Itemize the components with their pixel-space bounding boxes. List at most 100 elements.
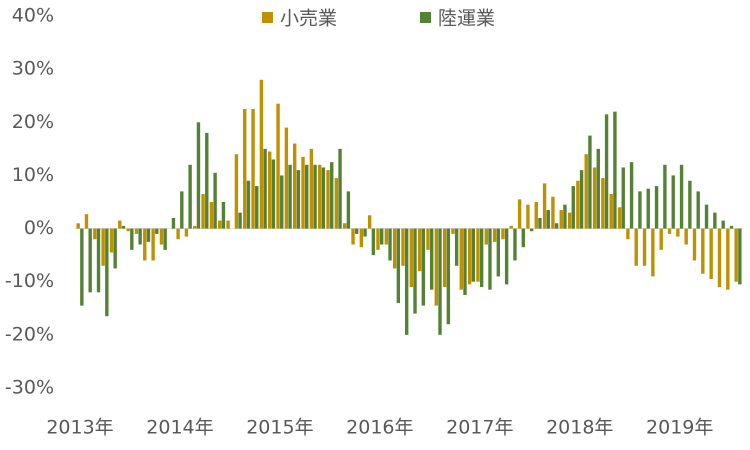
bar	[151, 228, 155, 261]
bar	[479, 228, 484, 288]
bar	[671, 175, 675, 229]
bar	[409, 228, 414, 288]
bar	[155, 228, 159, 234]
bar	[180, 191, 184, 229]
bar	[421, 228, 426, 306]
bar	[384, 228, 389, 245]
bar	[176, 228, 180, 240]
bar	[604, 114, 609, 229]
bar	[676, 228, 680, 237]
y-tick-label: -10%	[5, 270, 54, 292]
bar	[305, 164, 309, 229]
bar	[171, 217, 176, 229]
bar	[80, 228, 84, 306]
bar	[438, 228, 442, 335]
bar	[434, 228, 439, 306]
bar	[376, 228, 380, 250]
y-tick-label: 20%	[12, 111, 54, 133]
bar	[613, 111, 617, 229]
bar	[238, 212, 242, 229]
bar	[734, 228, 738, 282]
bar	[126, 228, 130, 232]
bar	[288, 164, 292, 229]
bar	[559, 209, 563, 229]
bar	[551, 196, 555, 229]
bar	[338, 148, 342, 229]
bar	[313, 164, 317, 229]
bar	[471, 228, 476, 282]
bar	[105, 228, 109, 317]
bar	[601, 178, 605, 229]
bar	[88, 228, 92, 293]
bar	[205, 132, 209, 229]
bar	[401, 228, 405, 266]
bar	[726, 228, 730, 290]
bar	[371, 228, 376, 256]
bar	[271, 159, 276, 229]
bar	[626, 228, 630, 240]
bar	[109, 228, 114, 253]
bar	[688, 180, 692, 229]
bar	[446, 228, 451, 325]
bar	[184, 228, 189, 237]
bar	[576, 180, 580, 229]
bar	[218, 220, 222, 229]
bar	[521, 228, 525, 248]
bar	[721, 220, 725, 229]
bar	[76, 223, 80, 229]
x-tick-label: 2019年	[646, 417, 713, 439]
bar	[330, 162, 334, 229]
bar	[571, 186, 575, 229]
y-tick-label: -30%	[5, 377, 54, 399]
bar	[617, 207, 622, 229]
x-tick-label: 2017年	[446, 417, 513, 439]
bar	[221, 202, 226, 229]
bar	[621, 167, 625, 229]
bar	[701, 228, 705, 274]
legend-label: 小売業	[280, 8, 337, 30]
bar	[243, 109, 247, 229]
bar	[101, 228, 105, 266]
bar	[93, 228, 97, 240]
bar	[646, 188, 650, 229]
bar	[538, 217, 542, 229]
bar	[492, 228, 497, 242]
bar	[529, 228, 534, 232]
bar	[301, 156, 305, 229]
bar	[404, 228, 409, 335]
bar	[326, 170, 330, 229]
bar	[138, 228, 142, 245]
legend-label: 陸運業	[438, 8, 495, 30]
bar	[396, 228, 401, 303]
bar	[609, 194, 613, 229]
bar	[654, 186, 659, 229]
bar	[667, 228, 672, 234]
bar	[642, 228, 647, 266]
x-tick-label: 2015年	[246, 417, 313, 439]
bar	[517, 199, 522, 229]
bar	[534, 202, 538, 229]
bar	[351, 228, 355, 245]
bar	[146, 228, 151, 242]
y-tick-label: 10%	[12, 164, 54, 186]
x-tick-label: 2013年	[46, 417, 113, 439]
bar	[509, 225, 513, 229]
y-tick-label: 0%	[24, 217, 54, 239]
bar	[459, 228, 463, 290]
bar	[159, 228, 164, 245]
bar	[542, 183, 547, 229]
y-tick-label: -20%	[5, 323, 54, 345]
bar	[193, 225, 197, 229]
bar	[143, 228, 147, 261]
bar	[696, 191, 700, 229]
bar	[663, 164, 667, 229]
bar	[392, 228, 397, 269]
bar	[638, 191, 642, 229]
bar	[346, 191, 351, 229]
bar	[388, 228, 392, 261]
bar	[234, 154, 239, 229]
bar	[496, 228, 501, 277]
bar	[255, 186, 259, 229]
bar	[417, 228, 422, 272]
bar	[355, 228, 359, 234]
